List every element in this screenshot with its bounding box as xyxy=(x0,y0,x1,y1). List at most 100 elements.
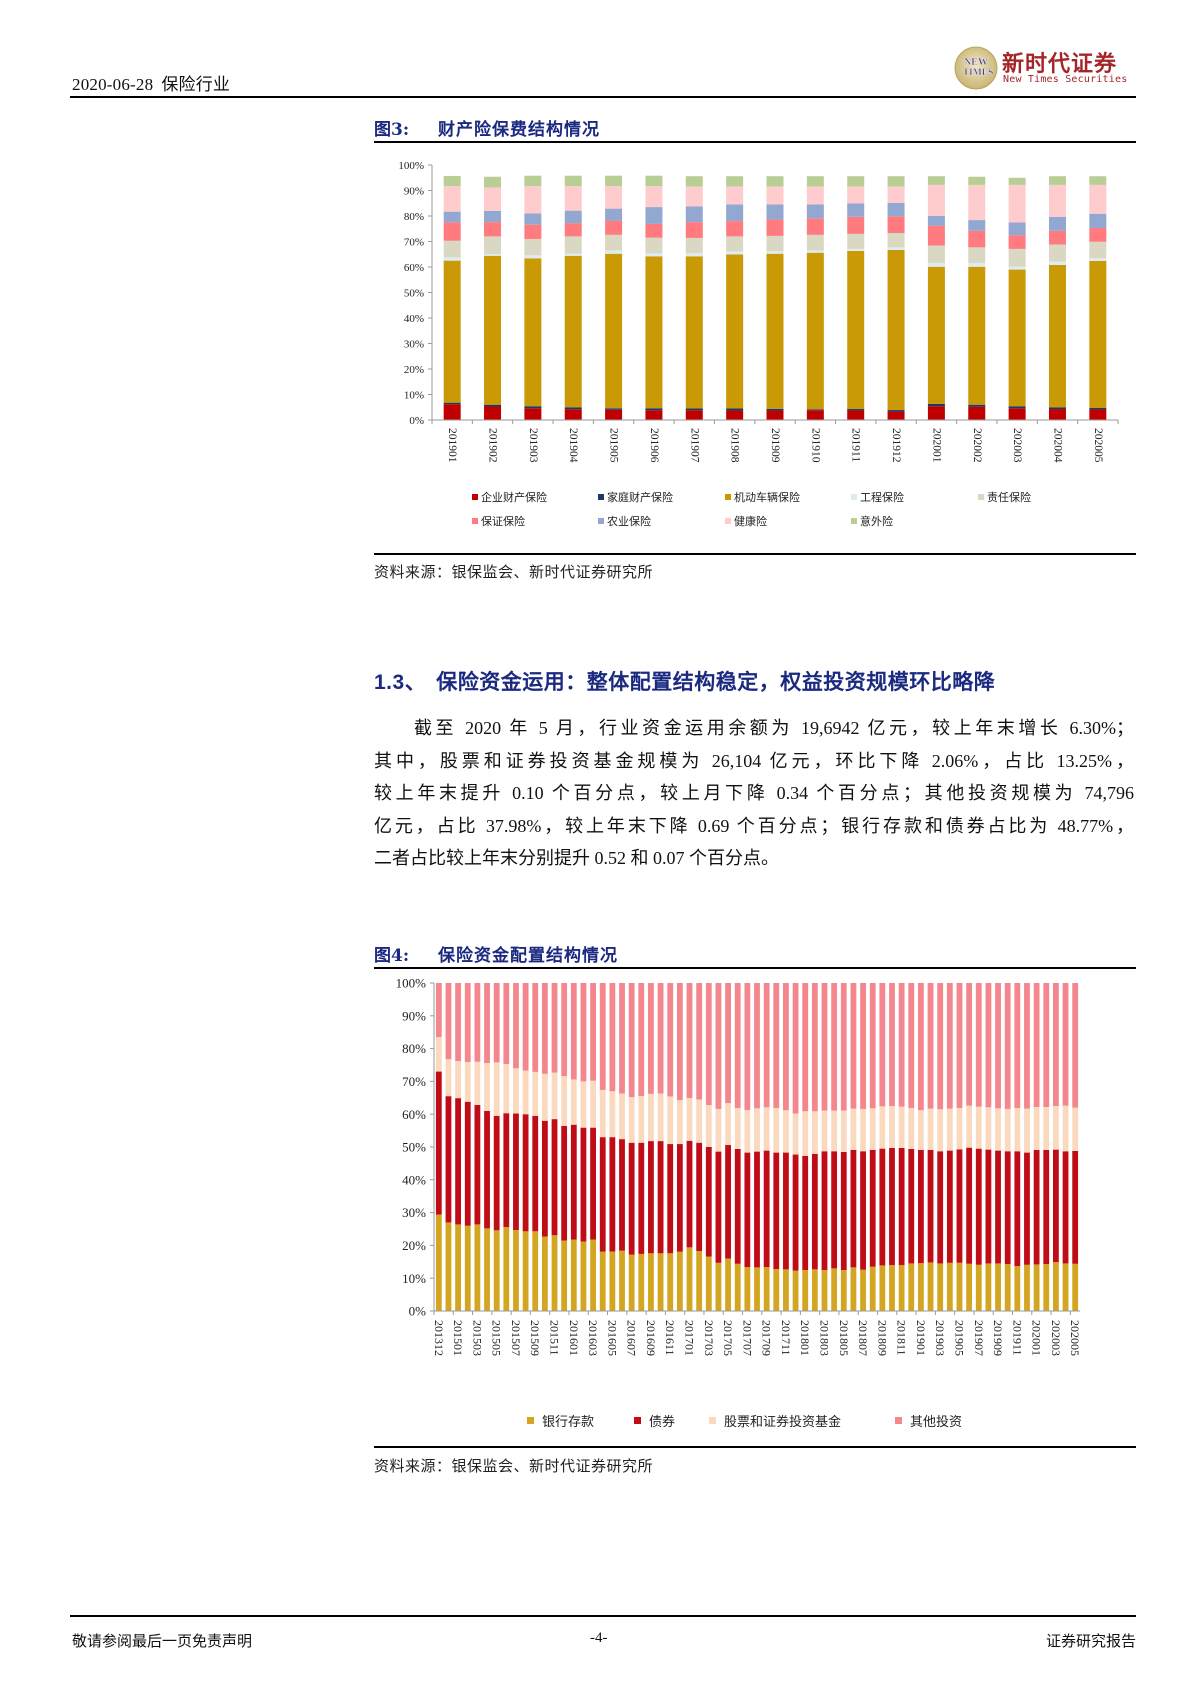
bar-segment xyxy=(1072,1263,1079,1311)
bar-segment xyxy=(966,1147,973,1264)
figure3-bottom-rule xyxy=(374,553,1136,555)
bar-segment xyxy=(564,186,582,211)
bar-segment xyxy=(1004,1108,1011,1152)
bar-segment xyxy=(443,240,461,258)
y-tick-label: 80% xyxy=(402,1041,426,1056)
bar-segment xyxy=(715,1108,722,1152)
bar-segment xyxy=(918,1110,924,1150)
bar-stack xyxy=(570,983,577,1311)
x-tick-label: 201703 xyxy=(702,1320,716,1356)
bar-stack xyxy=(648,983,654,1311)
bar-segment xyxy=(725,1258,731,1311)
bar-segment xyxy=(869,1149,876,1267)
legend-label: 股票和证券投资基金 xyxy=(724,1414,842,1429)
bar-segment xyxy=(927,176,945,185)
bar-segment xyxy=(493,983,500,1063)
x-tick-label: 201905 xyxy=(952,1320,966,1356)
bar-segment xyxy=(806,410,824,420)
legend-swatch-icon xyxy=(472,494,478,500)
y-tick-label: 40% xyxy=(402,1172,426,1187)
bar-stack xyxy=(1072,983,1079,1311)
x-tick-label: 202002 xyxy=(971,428,983,463)
bar-segment xyxy=(995,1150,1001,1264)
x-tick-label: 201905 xyxy=(608,428,620,463)
bar-segment xyxy=(985,983,992,1108)
bar-stack xyxy=(908,983,915,1311)
bar-stack xyxy=(850,983,857,1311)
bar-segment xyxy=(484,222,502,237)
bar-segment xyxy=(946,983,953,1109)
bar-stack xyxy=(715,983,722,1311)
bar-segment xyxy=(564,253,582,256)
bar-segment xyxy=(985,1149,992,1264)
bar-segment xyxy=(1048,176,1066,185)
bar-segment xyxy=(956,1262,963,1311)
bar-segment xyxy=(860,1269,866,1311)
legend-label: 债券 xyxy=(649,1414,676,1429)
bar-segment xyxy=(1072,983,1079,1108)
bar-segment xyxy=(599,983,606,1090)
bar-segment xyxy=(605,408,623,410)
bar-stack xyxy=(564,175,582,420)
bar-segment xyxy=(657,1093,664,1142)
bar-segment xyxy=(628,1254,635,1311)
section-number: 1.3、 xyxy=(374,671,427,694)
x-tick-label: 201601 xyxy=(567,1320,581,1356)
x-tick-label: 201911 xyxy=(850,428,862,462)
bar-segment xyxy=(802,1155,809,1270)
bar-segment xyxy=(484,1110,490,1229)
bar-segment xyxy=(524,406,542,409)
bar-segment xyxy=(1048,230,1066,245)
bar-segment xyxy=(464,1101,471,1226)
bar-segment xyxy=(1053,1106,1059,1150)
bar-segment xyxy=(879,1148,886,1266)
bar-segment xyxy=(605,253,623,409)
legend-swatch-icon xyxy=(527,1417,534,1424)
bar-segment xyxy=(889,1265,895,1311)
bar-segment xyxy=(898,1147,905,1266)
bar-segment xyxy=(645,253,663,257)
bar-segment xyxy=(927,983,934,1109)
bar-segment xyxy=(937,983,944,1110)
bar-stack xyxy=(657,983,664,1311)
legend-item: 工程保险 xyxy=(851,489,904,505)
x-tick-label: 201901 xyxy=(914,1320,928,1356)
legend-swatch-icon xyxy=(598,494,604,500)
bar-segment xyxy=(968,220,986,231)
x-tick-label: 201511 xyxy=(548,1320,562,1356)
x-tick-label: 201909 xyxy=(769,428,781,463)
x-tick-label: 201809 xyxy=(875,1320,889,1356)
bar-segment xyxy=(685,206,703,223)
bar-segment xyxy=(1008,177,1026,185)
bar-stack xyxy=(783,983,789,1311)
bar-segment xyxy=(561,1240,568,1311)
bar-stack xyxy=(956,983,963,1311)
logo-name-cn: 新时代证券 xyxy=(1002,51,1118,77)
paragraph-line: 较上年末提升 0.10 个百分点，较上月下降 0.34 个百分点；其他投资规模为… xyxy=(374,783,1134,803)
bar-segment xyxy=(773,983,780,1108)
paragraph-line: 其中，股票和证券投资基金规模为 26,104 亿元，环比下降 2.06%，占比 … xyxy=(374,750,1134,771)
bar-stack xyxy=(628,983,635,1311)
bar-stack xyxy=(1014,983,1021,1311)
bar-stack xyxy=(946,983,953,1311)
bar-segment xyxy=(869,1108,876,1150)
bar-segment xyxy=(898,1265,905,1311)
bar-segment xyxy=(551,1235,558,1311)
bar-segment xyxy=(493,1062,500,1116)
bar-segment xyxy=(484,236,502,254)
figure3-top-rule xyxy=(374,141,1136,143)
bar-segment xyxy=(879,1265,886,1311)
y-tick-label: 20% xyxy=(402,1238,426,1253)
bar-segment xyxy=(860,1108,866,1152)
bar-segment xyxy=(726,410,744,420)
bar-stack xyxy=(831,983,838,1311)
bar-segment xyxy=(686,1140,693,1248)
bar-segment xyxy=(1033,1106,1040,1150)
bar-segment xyxy=(927,1149,934,1263)
bar-segment xyxy=(821,983,828,1111)
bar-segment xyxy=(898,983,905,1107)
bar-segment xyxy=(754,983,760,1109)
bar-segment xyxy=(1043,983,1050,1107)
x-tick-label: 201711 xyxy=(779,1320,793,1356)
paragraph-line: 截至 2020 年 5 月，行业资金运用余额为 19,6942 亿元，较上年末增… xyxy=(414,718,1134,738)
